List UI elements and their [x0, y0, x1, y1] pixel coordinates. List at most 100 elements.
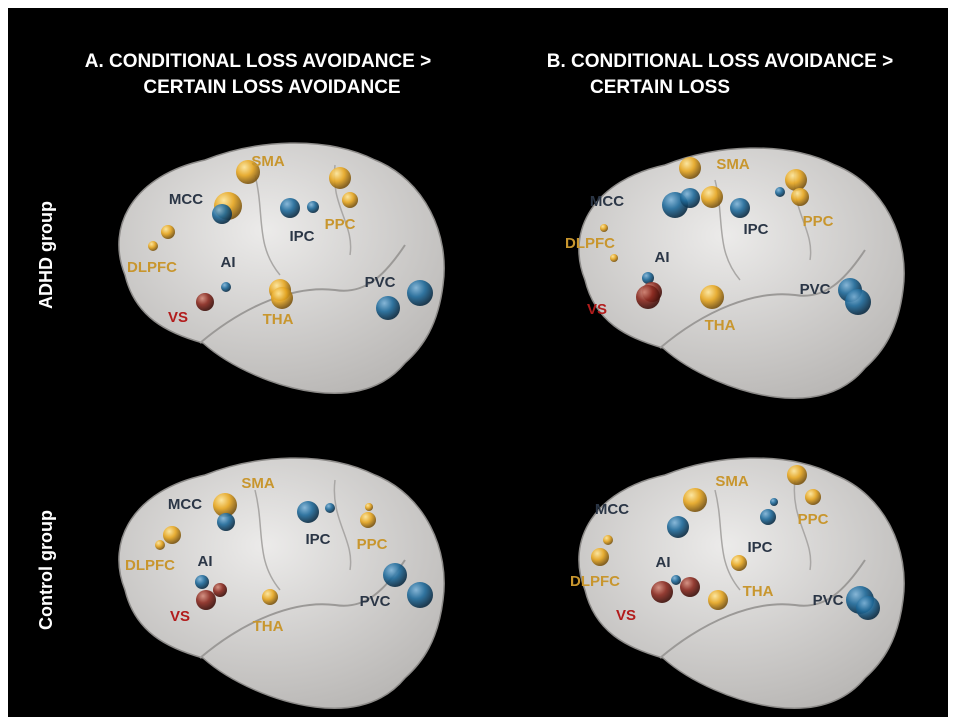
- region-label: IPC: [289, 228, 314, 245]
- sulcus: [199, 244, 406, 344]
- sphere: [591, 548, 609, 566]
- column-title: CERTAIN LOSS: [590, 77, 730, 98]
- sulcus: [659, 249, 866, 349]
- region-label: PVC: [800, 281, 831, 298]
- sphere: [163, 526, 181, 544]
- sphere: [155, 540, 165, 550]
- region-label: PPC: [325, 216, 356, 233]
- sphere: [196, 590, 216, 610]
- sphere: [376, 296, 400, 320]
- region-label: PVC: [813, 592, 844, 609]
- region-label: PVC: [360, 593, 391, 610]
- region-label: THA: [705, 317, 736, 334]
- region-label: SMA: [716, 156, 750, 173]
- sphere: [679, 157, 701, 179]
- sphere: [407, 280, 433, 306]
- sphere: [787, 465, 807, 485]
- sphere: [680, 577, 700, 597]
- region-label: PPC: [798, 511, 829, 528]
- sphere: [212, 204, 232, 224]
- region-label: VS: [616, 607, 636, 624]
- sphere: [730, 198, 750, 218]
- sphere: [603, 535, 613, 545]
- sphere: [651, 581, 673, 603]
- sphere: [195, 575, 209, 589]
- region-label: PPC: [803, 213, 834, 230]
- row-label: Control group: [36, 510, 56, 630]
- column-title: B. CONDITIONAL LOSS AVOIDANCE >: [547, 51, 893, 72]
- sphere: [671, 575, 681, 585]
- region-label: VS: [587, 301, 607, 318]
- sphere: [856, 596, 880, 620]
- sphere: [667, 516, 689, 538]
- sphere: [262, 589, 278, 605]
- sphere: [636, 285, 660, 309]
- sphere: [700, 285, 724, 309]
- sphere: [805, 489, 821, 505]
- sphere: [680, 188, 700, 208]
- region-label: DLPFC: [570, 573, 620, 590]
- brain-panel: [118, 142, 445, 394]
- sphere: [213, 493, 237, 517]
- region-label: MCC: [590, 193, 624, 210]
- sphere: [770, 498, 778, 506]
- column-title: CERTAIN LOSS AVOIDANCE: [143, 77, 400, 98]
- column-title: A. CONDITIONAL LOSS AVOIDANCE >: [85, 51, 431, 72]
- sphere: [236, 160, 260, 184]
- sulcus: [199, 559, 406, 659]
- sphere: [325, 503, 335, 513]
- region-label: AI: [655, 249, 670, 266]
- sphere: [196, 293, 214, 311]
- region-label: AI: [656, 554, 671, 571]
- sphere: [760, 509, 776, 525]
- sphere: [329, 167, 351, 189]
- region-label: THA: [253, 618, 284, 635]
- sphere: [297, 501, 319, 523]
- region-label: SMA: [241, 475, 275, 492]
- sphere: [342, 192, 358, 208]
- sulcus: [714, 479, 812, 591]
- sphere: [708, 590, 728, 610]
- sphere: [161, 225, 175, 239]
- region-label: VS: [168, 309, 188, 326]
- region-label: SMA: [715, 473, 749, 490]
- sulcus: [659, 559, 866, 659]
- sphere: [360, 512, 376, 528]
- sphere: [217, 513, 235, 531]
- sphere: [731, 555, 747, 571]
- region-label: DLPFC: [565, 235, 615, 252]
- sphere: [221, 282, 231, 292]
- region-label: PPC: [357, 536, 388, 553]
- region-label: MCC: [168, 496, 202, 513]
- sphere: [407, 582, 433, 608]
- sphere: [213, 583, 227, 597]
- brain: [578, 147, 905, 399]
- sphere: [845, 289, 871, 315]
- sphere: [683, 488, 707, 512]
- sphere: [600, 224, 608, 232]
- sulcus: [254, 479, 352, 591]
- brain: [118, 142, 445, 394]
- sphere: [775, 187, 785, 197]
- sphere: [642, 272, 654, 284]
- sphere: [307, 201, 319, 213]
- region-label: DLPFC: [125, 557, 175, 574]
- sphere: [365, 503, 373, 511]
- sphere: [271, 287, 293, 309]
- row-label: ADHD group: [36, 201, 56, 309]
- region-label: THA: [263, 311, 294, 328]
- sphere: [701, 186, 723, 208]
- region-label: IPC: [747, 539, 772, 556]
- region-label: AI: [221, 254, 236, 271]
- sphere: [383, 563, 407, 587]
- region-label: AI: [198, 553, 213, 570]
- sphere: [280, 198, 300, 218]
- sphere: [791, 188, 809, 206]
- brain: [578, 457, 905, 709]
- region-label: PVC: [365, 274, 396, 291]
- region-label: DLPFC: [127, 259, 177, 276]
- sphere: [148, 241, 158, 251]
- region-label: IPC: [305, 531, 330, 548]
- region-label: MCC: [595, 501, 629, 518]
